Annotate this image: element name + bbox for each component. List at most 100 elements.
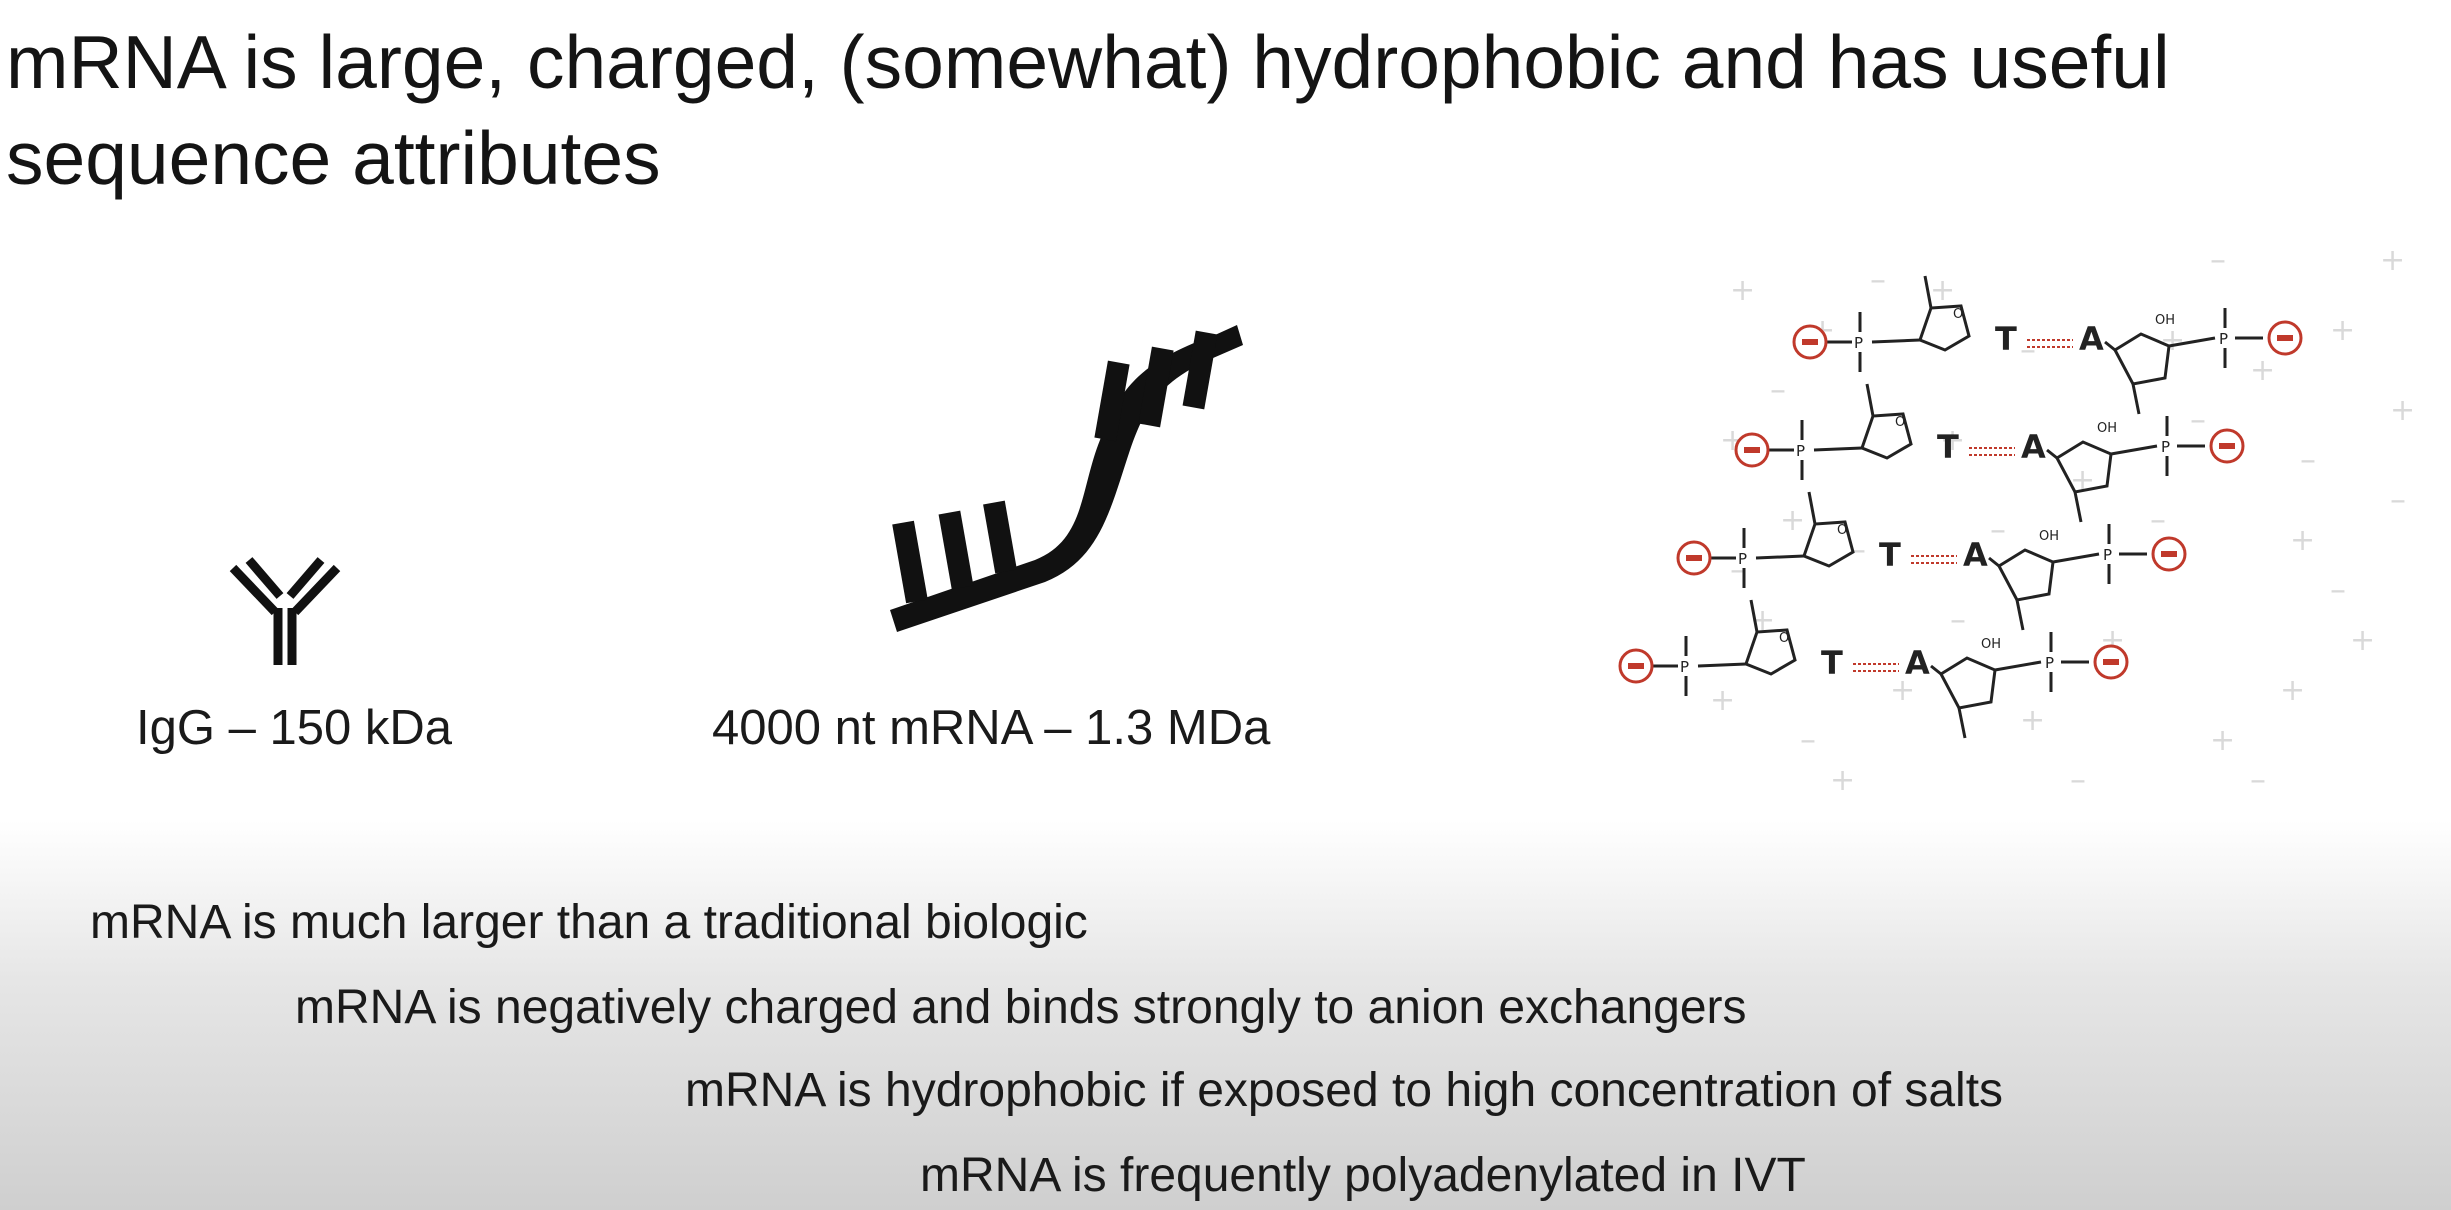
bond-left-up-1 xyxy=(1865,383,1875,417)
bond-left-up-3 xyxy=(1749,599,1759,633)
base-right-3: A xyxy=(1905,644,1930,682)
faint-minus-1: – xyxy=(2210,240,2226,278)
bullet-4: mRNA is frequently polyadenylated in IVT xyxy=(920,1149,1806,1202)
bond-right-down-2 xyxy=(2015,599,2025,631)
bond-phosphate-left-0 xyxy=(1871,338,1921,344)
phosphate-left-0: P xyxy=(1854,334,1863,352)
bond-base-sugar-3 xyxy=(1930,664,1942,676)
bullet-1: mRNA is much larger than a traditional b… xyxy=(90,896,1088,949)
faint-plus-21: + xyxy=(2280,673,2305,708)
base-left-1: T xyxy=(1937,428,1959,466)
phosphate-left-3: P xyxy=(1680,658,1689,676)
faint-minus-13: – xyxy=(1990,510,2006,548)
sugar-ring-left-2 xyxy=(1802,520,1855,568)
base-right-2: A xyxy=(1963,536,1988,574)
sugar-ring-left-1 xyxy=(1860,412,1913,460)
faint-plus-7: + xyxy=(1780,503,1805,538)
bond-phosphate-left-3 xyxy=(1697,662,1747,668)
mrna-strand-icon xyxy=(890,325,1243,632)
oxygen-left-2: O xyxy=(1837,523,1847,538)
faint-plus-18: + xyxy=(2020,703,2045,738)
nucleic-acid-structure-diagram: ++++++++++++++++++++++––––––––––––––––OP… xyxy=(1618,240,2415,798)
negative-charge-right-bar-2 xyxy=(2161,551,2177,557)
faint-plus-15: + xyxy=(1830,763,1855,798)
faint-plus-6: + xyxy=(2250,353,2275,388)
phosphate-right-1: P xyxy=(2161,438,2170,456)
hydroxyl-0: OH xyxy=(2155,313,2175,328)
faint-minus-9: – xyxy=(2330,570,2346,608)
bond-base-sugar-2 xyxy=(1988,556,2000,568)
hydroxyl-3: OH xyxy=(1981,637,2001,652)
bond-left-up-0 xyxy=(1923,275,1933,309)
bond-phosphate-right-1 xyxy=(2110,444,2158,456)
hydroxyl-1: OH xyxy=(2097,421,2117,436)
base-left-2: T xyxy=(1879,536,1901,574)
oxygen-left-3: O xyxy=(1779,631,1789,646)
bond-phosphate-right-3 xyxy=(1994,660,2042,672)
sugar-ring-left-0 xyxy=(1918,304,1971,352)
faint-plus-17: + xyxy=(2350,623,2375,658)
phosphate-right-0: P xyxy=(2219,330,2228,348)
hydroxyl-2: OH xyxy=(2039,529,2059,544)
faint-plus-4: + xyxy=(2330,313,2355,348)
negative-charge-right-bar-0 xyxy=(2277,335,2293,341)
phosphate-right-2: P xyxy=(2103,546,2112,564)
sugar-ring-right-1 xyxy=(2055,440,2113,494)
bond-phosphate-left-2 xyxy=(1755,554,1805,560)
bullet-2: mRNA is negatively charged and binds str… xyxy=(295,981,1747,1034)
faint-minus-4: – xyxy=(2300,440,2316,478)
negative-charge-right-bar-1 xyxy=(2219,443,2235,449)
faint-plus-13: + xyxy=(2290,523,2315,558)
faint-minus-8: – xyxy=(1950,600,1966,638)
base-right-0: A xyxy=(2079,320,2104,358)
bond-right-down-1 xyxy=(2073,491,2083,523)
antibody-icon xyxy=(229,557,341,665)
negative-charge-left-bar-1 xyxy=(1744,447,1760,453)
phosphate-right-3: P xyxy=(2045,654,2054,672)
faint-minus-6: – xyxy=(2150,500,2166,538)
base-left-3: T xyxy=(1821,644,1843,682)
sugar-ring-right-3 xyxy=(1939,656,1997,710)
faint-plus-1: + xyxy=(1730,273,1755,308)
bond-left-up-2 xyxy=(1807,491,1817,525)
faint-minus-3: – xyxy=(2020,330,2036,368)
faint-minus-11: – xyxy=(2070,760,2086,798)
bond-phosphate-right-2 xyxy=(2052,552,2100,564)
sugar-ring-left-3 xyxy=(1744,628,1797,676)
faint-minus-2: – xyxy=(1770,370,1786,408)
faint-minus-15: – xyxy=(2390,480,2406,518)
sugar-ring-right-0 xyxy=(2113,332,2171,386)
bond-right-down-3 xyxy=(1957,707,1967,739)
faint-plus-16: + xyxy=(2210,723,2235,758)
sugar-ring-right-2 xyxy=(1997,548,2055,602)
base-right-1: A xyxy=(2021,428,2046,466)
bond-base-sugar-0 xyxy=(2104,340,2116,352)
faint-minus-5: – xyxy=(1850,530,1866,568)
faint-minus-0: – xyxy=(1870,260,1886,298)
faint-minus-10: – xyxy=(1800,720,1816,758)
faint-minus-12: – xyxy=(2250,760,2266,798)
bond-base-sugar-1 xyxy=(2046,448,2058,460)
faint-plus-20: + xyxy=(1890,673,1915,708)
oxygen-left-0: O xyxy=(1953,307,1963,322)
mrna-caption: 4000 nt mRNA – 1.3 MDa xyxy=(712,701,1271,755)
bond-phosphate-right-0 xyxy=(2168,336,2216,348)
phosphate-left-1: P xyxy=(1796,442,1805,460)
negative-charge-left-bar-3 xyxy=(1628,663,1644,669)
negative-charge-left-bar-2 xyxy=(1686,555,1702,561)
faint-plus-11: + xyxy=(2160,323,2185,358)
faint-plus-9: + xyxy=(1940,423,1965,458)
oxygen-left-1: O xyxy=(1895,415,1905,430)
bullet-3: mRNA is hydrophobic if exposed to high c… xyxy=(685,1064,2004,1117)
base-left-0: T xyxy=(1995,320,2017,358)
faint-plus-2: + xyxy=(2380,243,2405,278)
slide-title: mRNA is large, charged, (somewhat) hydro… xyxy=(6,20,2170,200)
igg-caption: IgG – 150 kDa xyxy=(136,701,452,755)
faint-minus-14: – xyxy=(2190,400,2206,438)
negative-charge-left-bar-0 xyxy=(1802,339,1818,345)
bond-right-down-0 xyxy=(2131,383,2141,415)
faint-plus-14: + xyxy=(1710,683,1735,718)
bond-phosphate-left-1 xyxy=(1813,446,1863,452)
faint-plus-8: + xyxy=(2390,393,2415,428)
phosphate-left-2: P xyxy=(1738,550,1747,568)
